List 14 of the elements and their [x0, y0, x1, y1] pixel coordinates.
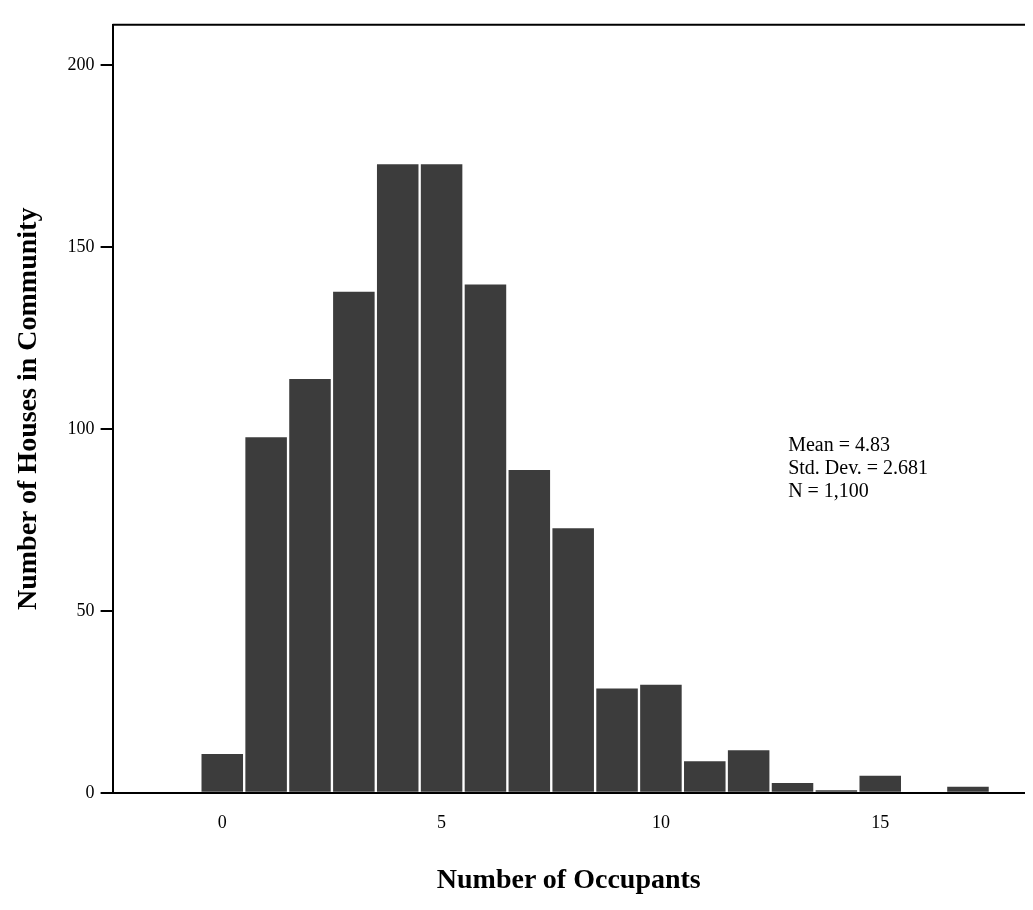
y-axis-title: Number of Houses in Community	[11, 207, 43, 610]
annotation: N = 1,100	[788, 479, 869, 502]
y-tick-label: 100	[67, 417, 95, 438]
y-tick-label: 50	[76, 599, 95, 620]
x-tick-label: 5	[437, 812, 447, 833]
annotation: Std. Dev. = 2.681	[788, 456, 929, 479]
annotation: Mean = 4.83	[788, 433, 890, 456]
x-tick-label: 10	[651, 812, 670, 833]
y-tick-label: 200	[67, 53, 95, 74]
y-tick-label: 150	[67, 235, 95, 256]
x-tick-label: 15	[871, 812, 890, 833]
y-tick-label: 0	[85, 781, 95, 802]
x-tick-label: 0	[217, 812, 227, 833]
x-axis-title: Number of Occupants	[436, 863, 701, 895]
